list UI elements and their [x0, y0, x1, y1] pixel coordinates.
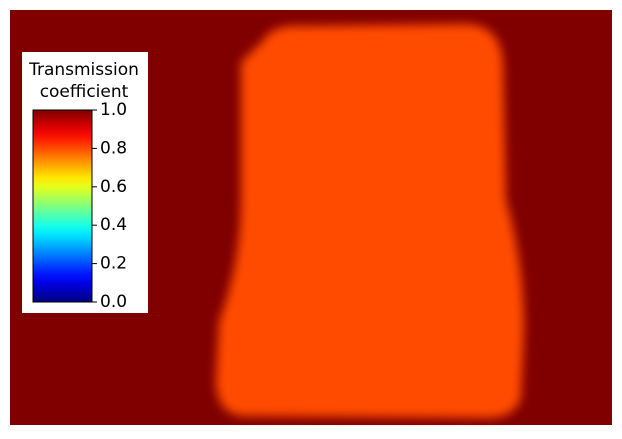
colorbar-tick-label: 0.0 — [100, 292, 127, 312]
colorbar-title: coefficient — [40, 82, 129, 102]
colorbar — [32, 109, 93, 303]
sample-region — [216, 24, 524, 418]
colorbar-tick-label: 0.6 — [100, 177, 127, 197]
colorbar-tick-label: 0.2 — [100, 254, 127, 274]
colorbar-tick-label: 1.0 — [100, 100, 127, 120]
colorbar-tick-label: 0.8 — [100, 138, 127, 158]
colorbar-tick-label: 0.4 — [100, 215, 127, 235]
colorbar-title: Transmission — [28, 60, 139, 80]
